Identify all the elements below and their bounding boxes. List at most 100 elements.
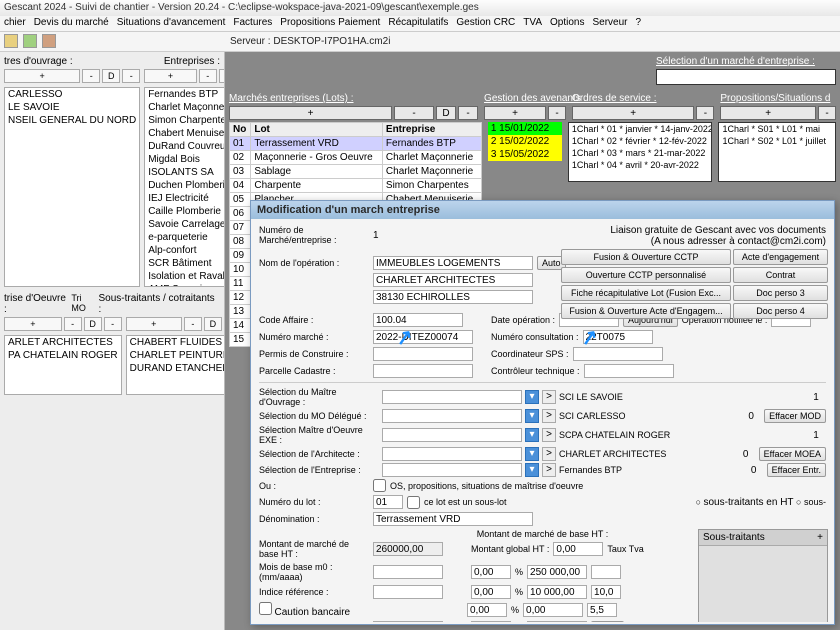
list-item[interactable]: Charlet Maçonnerie xyxy=(145,101,225,114)
list-item[interactable]: CHABERT FLUIDES xyxy=(127,336,225,349)
del-button[interactable]: - xyxy=(458,106,478,120)
list-item[interactable]: 1Charl * S01 * L01 * mai xyxy=(719,123,835,135)
stht-radio[interactable]: sous-traitants en HT xyxy=(704,497,794,508)
list-item[interactable]: NSEIL GENERAL DU NORD xyxy=(5,114,139,127)
del-button[interactable]: - xyxy=(122,69,140,83)
sel-box[interactable] xyxy=(382,447,522,461)
mght-input[interactable] xyxy=(553,542,603,556)
doc-button[interactable]: Doc perso 4 xyxy=(733,303,828,319)
add-button[interactable]: + xyxy=(144,69,197,83)
parcelle-input[interactable] xyxy=(373,364,473,378)
list-item[interactable]: e-parqueterie xyxy=(145,231,225,244)
dropdown-icon[interactable]: ▾ xyxy=(525,390,539,404)
del-button[interactable]: - xyxy=(64,317,82,331)
tva-input[interactable] xyxy=(591,565,621,579)
dropdown-icon[interactable]: ▾ xyxy=(525,428,539,442)
menu-item[interactable]: Récapitulatifs xyxy=(388,17,448,28)
st-list[interactable]: CHABERT FLUIDESCHARLET PEINTURESDURAND E… xyxy=(126,335,225,395)
list-item[interactable]: 1Charl * 02 * février * 12-fév-2022 xyxy=(569,135,712,147)
val-input[interactable] xyxy=(527,621,587,622)
list-item[interactable]: IEJ Electricité xyxy=(145,192,225,205)
code-input[interactable] xyxy=(373,313,463,327)
val-input[interactable] xyxy=(527,565,587,579)
sel-box[interactable] xyxy=(382,390,522,404)
numm-input[interactable] xyxy=(373,330,473,344)
add-button[interactable]: + xyxy=(484,106,546,120)
list-item[interactable]: Duchen Plomberie xyxy=(145,179,225,192)
del-button[interactable]: - xyxy=(104,317,122,331)
avenant-row[interactable]: 1 15/01/2022 xyxy=(488,122,562,135)
list-item[interactable]: Savoie Carrelage xyxy=(145,218,225,231)
menu-item[interactable]: Factures xyxy=(233,17,272,28)
del-button[interactable]: - xyxy=(818,106,836,120)
add-button[interactable]: + xyxy=(720,106,816,120)
list-item[interactable]: Migdal Bois xyxy=(145,153,225,166)
sel-box[interactable] xyxy=(382,463,522,477)
ctrl-input[interactable] xyxy=(584,364,674,378)
pct-input[interactable] xyxy=(471,585,511,599)
list-item[interactable]: LE SAVOIE xyxy=(5,101,139,114)
val-input[interactable] xyxy=(523,603,583,617)
del-button[interactable]: - xyxy=(184,317,202,331)
go-button[interactable]: > xyxy=(542,463,556,477)
list-item[interactable]: ARLET ARCHITECTES xyxy=(5,336,121,349)
indice-input[interactable] xyxy=(373,585,443,599)
d-button[interactable]: D xyxy=(102,69,120,83)
d-button[interactable]: D xyxy=(204,317,222,331)
effacer-button[interactable]: Effacer MOEA xyxy=(759,447,826,461)
dropdown-icon[interactable]: ▾ xyxy=(525,447,539,461)
ncb-input[interactable] xyxy=(373,621,443,622)
nom-input[interactable] xyxy=(373,256,533,270)
del-button[interactable]: - xyxy=(82,69,100,83)
list-item[interactable]: Caille Plomberie xyxy=(145,205,225,218)
addr-input[interactable] xyxy=(373,290,533,304)
menu-item[interactable]: Devis du marché xyxy=(34,17,109,28)
permis-input[interactable] xyxy=(373,347,473,361)
list-item[interactable]: CARLESSO xyxy=(5,88,139,101)
list-item[interactable]: CHARLET PEINTURES xyxy=(127,349,225,362)
list-item[interactable]: SCR Bâtiment xyxy=(145,257,225,270)
list-item[interactable]: Simon Charpentes xyxy=(145,114,225,127)
list-item[interactable]: DURAND ETANCHEITE xyxy=(127,362,225,375)
del-button[interactable]: - xyxy=(199,69,217,83)
go-button[interactable]: > xyxy=(542,409,556,423)
sel-box[interactable] xyxy=(382,428,522,442)
menu-item[interactable]: Options xyxy=(550,17,584,28)
ordres-list[interactable]: 1Charl * 01 * janvier * 14-janv-20221Cha… xyxy=(568,122,713,182)
reinit-button[interactable]: Réinit xyxy=(591,621,624,622)
menu-item[interactable]: Gestion CRC xyxy=(456,17,515,28)
d-button[interactable]: D xyxy=(84,317,102,331)
list-item[interactable]: PA CHATELAIN ROGER xyxy=(5,349,121,362)
caution-checkbox[interactable] xyxy=(259,602,272,615)
menu-item[interactable]: ? xyxy=(635,17,641,28)
avenant-row[interactable]: 3 15/05/2022 xyxy=(488,148,562,161)
list-item[interactable]: AMF Serrurier xyxy=(145,283,225,287)
del-button[interactable]: - xyxy=(696,106,714,120)
effacer-button[interactable]: Effacer MOD xyxy=(764,409,826,423)
list-item[interactable]: ISOLANTS SA xyxy=(145,166,225,179)
list-item[interactable]: DuRand Couvreur xyxy=(145,140,225,153)
os-checkbox[interactable] xyxy=(373,479,386,492)
toolbar-icon[interactable] xyxy=(42,34,56,48)
menu-item[interactable]: TVA xyxy=(523,17,542,28)
go-button[interactable]: > xyxy=(542,390,556,404)
del-button[interactable]: - xyxy=(394,106,434,120)
mois-input[interactable] xyxy=(373,565,443,579)
arch-input[interactable] xyxy=(373,273,533,287)
menu-item[interactable]: Propositions Paiement xyxy=(280,17,380,28)
add-button[interactable]: + xyxy=(4,317,62,331)
moe-list[interactable]: ARLET ARCHITECTESPA CHATELAIN ROGER xyxy=(4,335,122,395)
props-list[interactable]: 1Charl * S01 * L01 * mai1Charl * S02 * L… xyxy=(718,122,836,182)
tva-input[interactable] xyxy=(591,585,621,599)
doc-button[interactable]: Acte d'engagement xyxy=(733,249,828,265)
list-item[interactable]: 1Charl * 04 * avril * 20-avr-2022 xyxy=(569,159,712,171)
pct-input[interactable] xyxy=(471,565,511,579)
toolbar-icon[interactable] xyxy=(23,34,37,48)
ent-list[interactable]: Fernandes BTPCharlet MaçonnerieSimon Cha… xyxy=(144,87,225,287)
list-item[interactable]: 1Charl * 03 * mars * 21-mar-2022 xyxy=(569,147,712,159)
pct-input[interactable] xyxy=(471,621,511,622)
mo-list[interactable]: CARLESSOLE SAVOIENSEIL GENERAL DU NORD xyxy=(4,87,140,287)
doc-button[interactable]: Fusion & Ouverture Acte d'Engagem... xyxy=(561,303,731,319)
sslot-checkbox[interactable] xyxy=(407,496,420,509)
sel-marche-dropdown[interactable] xyxy=(656,69,836,85)
